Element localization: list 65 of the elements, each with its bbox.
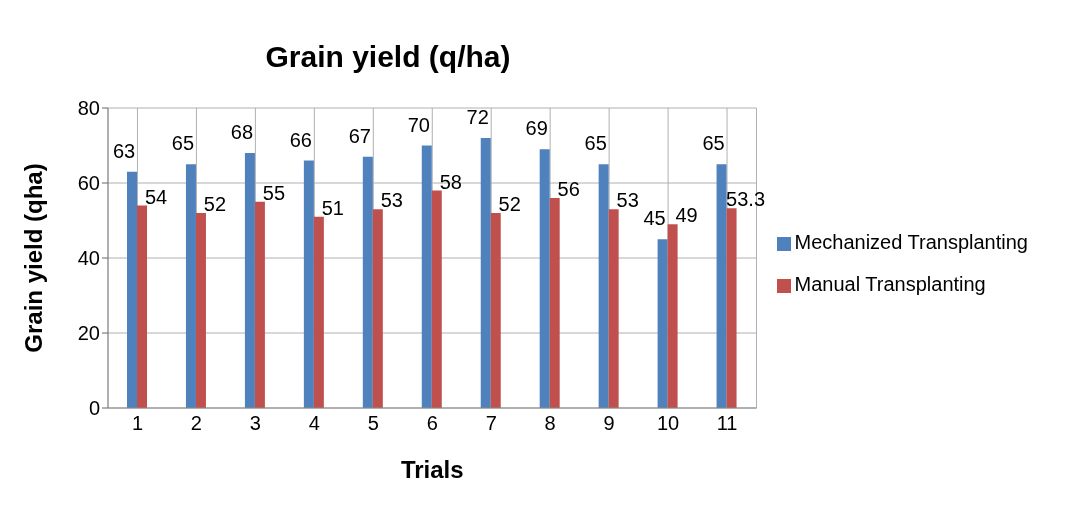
data-label: 65 [171,132,195,155]
bar [195,213,206,408]
x-tick-label: 6 [426,412,438,435]
data-label: 52 [203,193,227,215]
data-label: 65 [702,132,725,155]
data-label: 53 [616,189,639,212]
data-label: 51 [321,196,344,219]
bar [716,164,727,408]
bar [254,201,265,408]
bar [244,153,255,408]
bar [313,216,324,408]
chart-title: Grain yield (q/ha) [264,40,512,74]
data-label: 55 [262,181,286,204]
x-tick-label: 3 [249,412,261,435]
data-label: 66 [289,128,312,151]
x-axis-title: Trials [400,456,464,483]
y-tick-label: 40 [77,247,100,270]
x-tick-label: 8 [544,412,556,435]
y-tick-label: 80 [77,97,100,120]
y-axis-title: Grain yield (qha) [19,163,47,353]
data-label: 63 [112,139,136,162]
y-tick-label: 60 [77,172,100,195]
data-label: 70 [407,113,430,136]
bar [137,205,147,408]
data-label: 69 [525,117,548,140]
data-label: 53.3 [726,188,766,211]
bar [598,164,609,408]
bar [127,171,137,408]
bar [421,145,432,408]
x-tick-label: 2 [190,412,202,435]
bar [549,198,560,408]
bar [726,208,737,408]
y-tick-label: 20 [77,322,100,345]
data-label: 45 [643,207,666,230]
bar [362,156,373,408]
bar [667,224,678,408]
data-label: 52 [498,193,521,215]
data-label: 58 [439,170,462,193]
data-label: 49 [675,204,698,227]
x-tick-label: 5 [367,412,379,435]
bar [431,190,442,408]
x-tick-label: 1 [131,412,144,435]
x-tick-label: 10 [656,412,680,435]
legend-label: Manual Transplanting [794,273,986,295]
x-tick-label: 11 [716,412,738,435]
data-label: 65 [584,132,607,155]
bar [490,213,501,408]
x-tick-label: 4 [308,412,320,435]
data-label: 68 [230,121,254,143]
y-tick-label: 0 [88,397,100,420]
bar [303,160,314,408]
data-label: 72 [466,106,489,128]
x-tick-label: 9 [603,412,615,435]
data-label: 56 [557,178,580,200]
data-label: 67 [348,124,371,147]
bar [539,149,550,408]
legend-label: Mechanized Transplanting [794,231,1028,253]
x-tick-label: 7 [485,412,497,435]
bar [608,209,619,408]
bar [657,239,668,408]
bar [185,164,196,408]
data-label: 53 [380,189,403,212]
data-label: 54 [144,185,168,208]
bar [372,209,383,408]
bar [480,138,491,408]
